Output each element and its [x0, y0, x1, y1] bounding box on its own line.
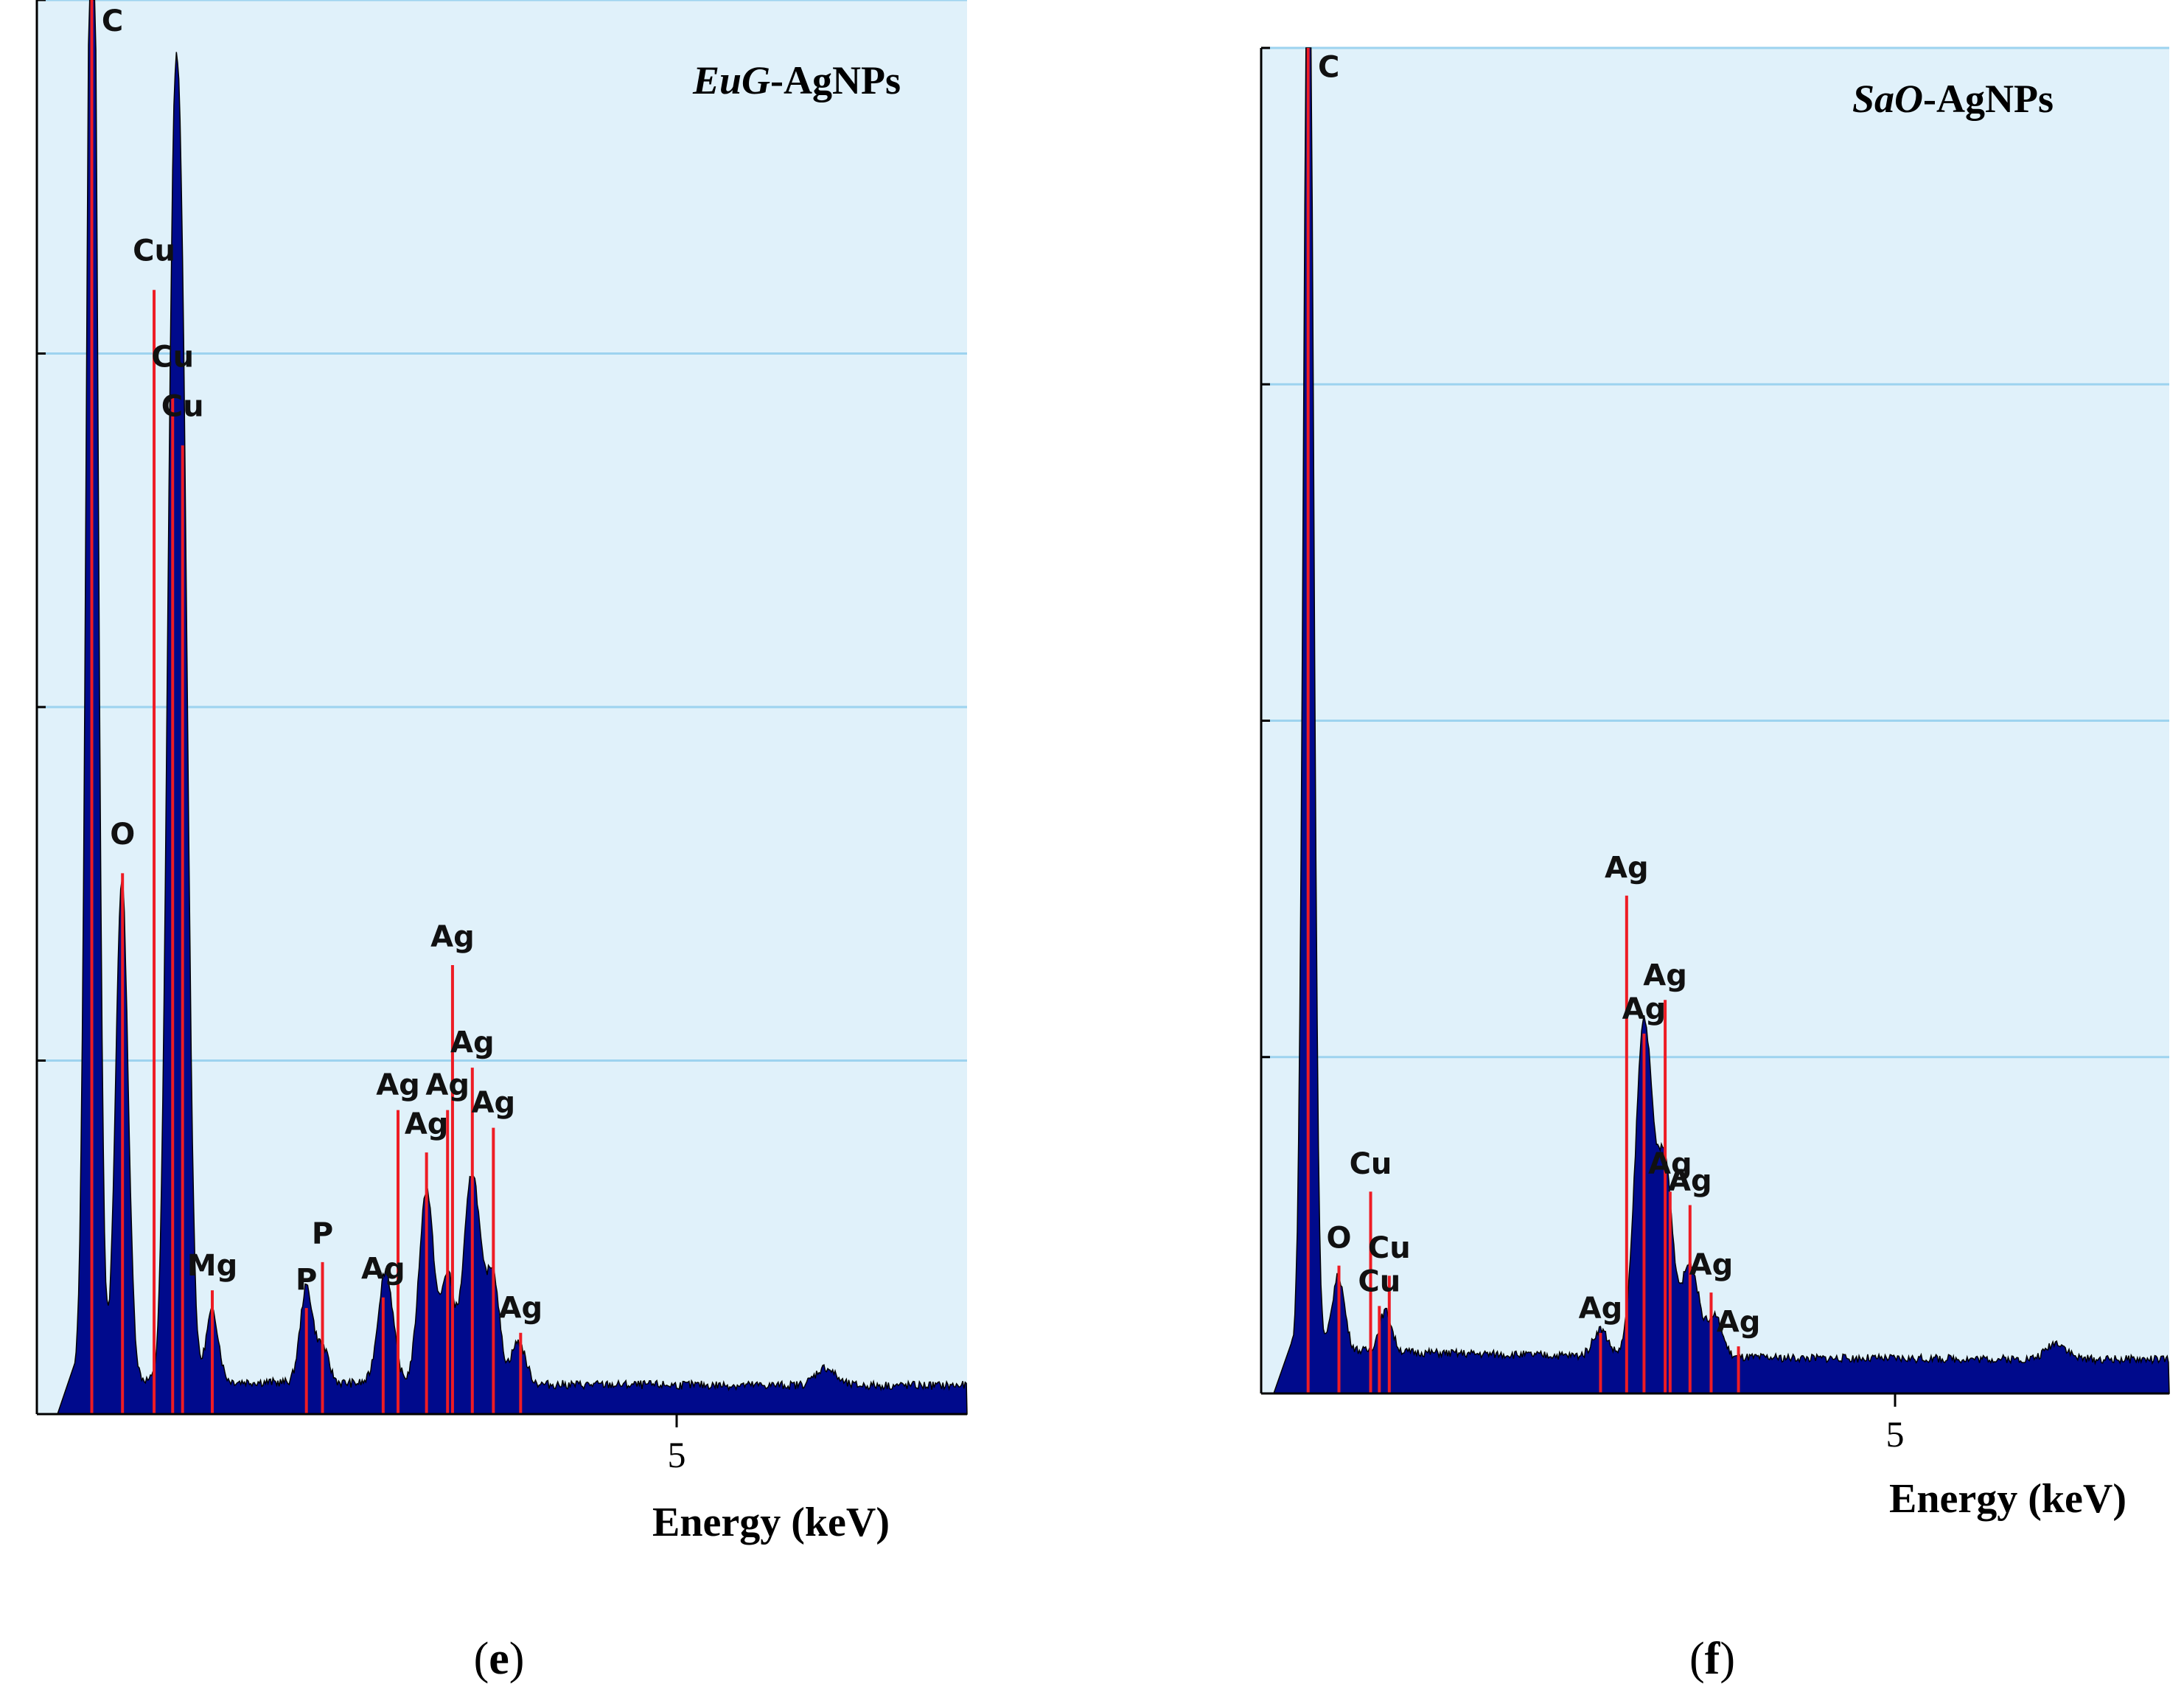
- element-label-o: O: [110, 818, 135, 852]
- panel-title-f: SaO-AgNPs: [1852, 77, 2054, 121]
- element-label-cu: Cu: [1350, 1147, 1392, 1181]
- element-markers-e: [90, 0, 523, 1414]
- element-label-ag: Ag: [1717, 1305, 1761, 1339]
- caption-e: (e): [474, 1634, 525, 1684]
- element-label-ag: Ag: [1622, 992, 1667, 1026]
- x-axis-label-e: Energy (keV): [652, 1500, 890, 1545]
- element-markers-f: [1306, 48, 1740, 1393]
- x-tick-label: 5: [668, 1434, 686, 1475]
- element-label-ag: Ag: [425, 1068, 470, 1102]
- element-label-ag: Ag: [376, 1068, 420, 1102]
- element-label-cu: Cu: [161, 390, 204, 424]
- element-label-ag: Ag: [361, 1253, 405, 1287]
- element-label-c: C: [102, 4, 123, 38]
- grid-f: [1261, 46, 2169, 1059]
- element-label-ag: Ag: [1668, 1164, 1712, 1198]
- element-label-c: C: [1318, 51, 1339, 85]
- caption-f: (f): [1689, 1634, 1735, 1684]
- element-label-ag: Ag: [1605, 852, 1649, 885]
- element-label-ag: Ag: [472, 1086, 516, 1120]
- element-label-ag: Ag: [1689, 1248, 1734, 1282]
- element-label-p: P: [312, 1217, 333, 1251]
- element-label-p: P: [296, 1263, 317, 1297]
- element-label-o: O: [1327, 1221, 1352, 1255]
- x-tick-label: 5: [1886, 1413, 1905, 1455]
- element-label-cu: Cu: [151, 340, 194, 374]
- element-label-cu: Cu: [1358, 1265, 1400, 1299]
- element-label-ag: Ag: [450, 1026, 495, 1060]
- element-label-ag: Ag: [430, 920, 475, 954]
- element-label-ag: Ag: [1579, 1292, 1623, 1326]
- ticks-e: 5: [668, 1414, 686, 1475]
- panel-title-e: EuG-AgNPs: [692, 58, 901, 102]
- grid-e: [37, 0, 967, 1062]
- element-label-ag: Ag: [499, 1291, 543, 1325]
- element-label-ag: Ag: [1643, 959, 1687, 993]
- ticks-f: 5: [1886, 1393, 1905, 1455]
- element-label-cu: Cu: [1368, 1231, 1411, 1265]
- element-label-ag: Ag: [1648, 1147, 1692, 1181]
- spectrum-area-f: [1272, 47, 2170, 1394]
- x-axis-label-f: Energy (keV): [1889, 1476, 2127, 1522]
- element-label-mg: Mg: [187, 1249, 237, 1283]
- element-label-ag: Ag: [405, 1107, 449, 1141]
- element-label-cu: Cu: [133, 234, 175, 268]
